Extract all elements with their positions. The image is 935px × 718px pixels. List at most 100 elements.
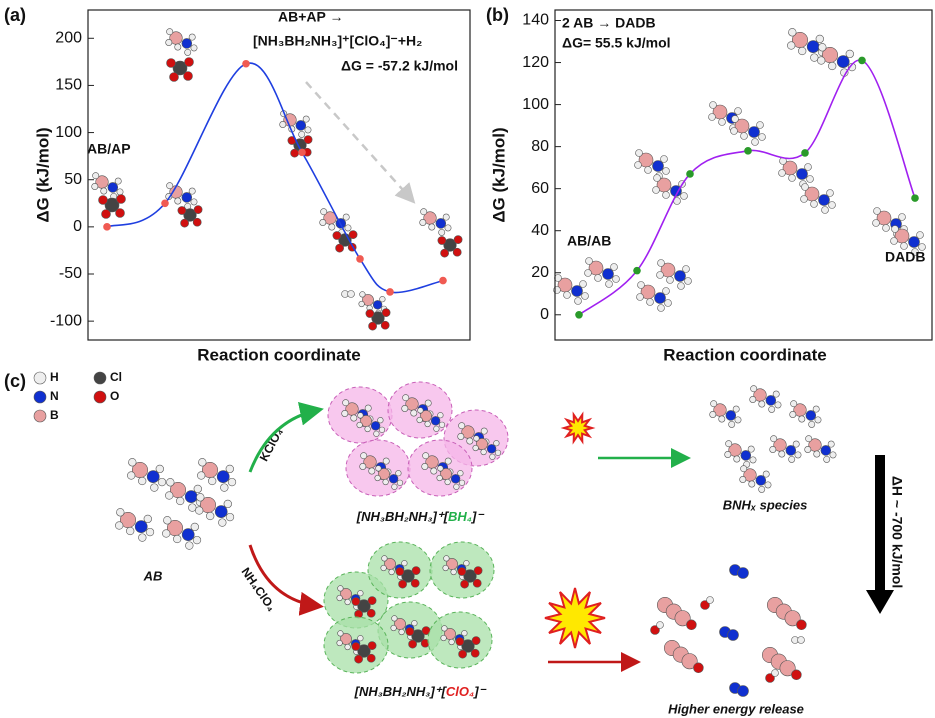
atom xyxy=(93,173,99,179)
legend-swatch xyxy=(94,372,106,384)
atom xyxy=(368,597,376,605)
atom xyxy=(150,484,158,492)
atom xyxy=(378,417,384,423)
atom xyxy=(358,413,364,419)
atom xyxy=(391,625,397,631)
atom xyxy=(304,136,312,144)
atom xyxy=(467,438,473,444)
atom xyxy=(441,249,449,257)
atom xyxy=(352,642,360,650)
point xyxy=(911,194,919,202)
atom xyxy=(228,478,236,486)
atom xyxy=(728,630,739,641)
atom xyxy=(846,50,854,58)
y-tick-label: 0 xyxy=(540,306,549,323)
atom xyxy=(719,416,725,422)
atom xyxy=(321,209,327,215)
atom xyxy=(173,535,181,543)
explosion xyxy=(564,415,592,442)
atom xyxy=(772,670,779,677)
atom xyxy=(490,454,496,460)
y-tick-label: 50 xyxy=(64,171,82,188)
atom xyxy=(494,440,500,446)
atom xyxy=(329,224,335,230)
atom xyxy=(198,458,206,466)
atom xyxy=(606,281,613,288)
atom xyxy=(765,482,771,488)
atom xyxy=(194,485,202,493)
atom xyxy=(396,470,402,476)
atom xyxy=(116,508,124,516)
atom xyxy=(379,427,385,433)
atom xyxy=(115,522,123,530)
atom xyxy=(434,426,440,432)
atom xyxy=(733,406,739,412)
atom xyxy=(189,34,195,40)
atom xyxy=(473,445,479,451)
atom xyxy=(389,569,395,575)
atom xyxy=(735,417,741,423)
atom xyxy=(611,264,618,271)
legend-swatch xyxy=(34,410,46,422)
atom xyxy=(814,451,820,457)
atom xyxy=(481,449,487,455)
x-axis-label: Reaction coordinate xyxy=(663,345,826,364)
atom xyxy=(752,139,759,146)
atom xyxy=(663,288,670,295)
atom xyxy=(417,417,423,423)
atom xyxy=(348,291,355,298)
atom xyxy=(338,631,344,637)
atom xyxy=(719,119,726,126)
point xyxy=(633,267,641,275)
atom xyxy=(445,458,451,464)
atom xyxy=(146,528,154,536)
y-tick-label: 20 xyxy=(531,264,549,281)
atom xyxy=(818,43,826,51)
atom xyxy=(127,472,135,480)
atom xyxy=(661,156,668,163)
atom xyxy=(751,386,757,392)
y-tick-label: 150 xyxy=(55,77,82,94)
enthalpy-label: ΔH ~ -700 kJ/mol xyxy=(889,476,905,588)
annotation: AB+AP → xyxy=(278,9,343,25)
atom xyxy=(693,663,703,673)
label-part: ]⁻ xyxy=(472,684,487,699)
atom xyxy=(343,400,349,406)
atom xyxy=(345,644,351,650)
annotation: AB/AB xyxy=(567,233,611,249)
atom xyxy=(170,73,179,82)
atom xyxy=(382,556,388,562)
atom xyxy=(196,493,204,501)
atom xyxy=(365,405,371,411)
atom xyxy=(437,475,443,481)
atom xyxy=(360,463,366,469)
legend-label: N xyxy=(50,389,59,403)
atom xyxy=(819,195,830,206)
point xyxy=(386,288,394,296)
y-tick-label: 40 xyxy=(531,222,549,239)
atom xyxy=(793,441,799,447)
legend-label: H xyxy=(50,370,59,384)
atom xyxy=(217,471,229,483)
atom xyxy=(99,196,108,205)
atom xyxy=(184,72,193,81)
point xyxy=(298,149,306,157)
atom xyxy=(406,627,414,635)
explosion xyxy=(545,588,605,648)
atom xyxy=(883,225,890,232)
atom xyxy=(280,121,286,127)
atom xyxy=(813,406,819,412)
atom xyxy=(829,202,836,209)
atom xyxy=(193,536,201,544)
intermediate-label: [NH₃BH₂NH₃]⁺[BH₄]⁻ xyxy=(356,509,486,524)
atom xyxy=(175,198,181,204)
atom xyxy=(92,183,98,189)
atom xyxy=(798,637,805,644)
atom xyxy=(421,209,427,215)
atom xyxy=(342,410,348,416)
atom xyxy=(397,480,403,486)
atom xyxy=(399,629,405,635)
atom xyxy=(138,477,146,485)
atom xyxy=(613,276,620,283)
atom xyxy=(305,127,311,133)
